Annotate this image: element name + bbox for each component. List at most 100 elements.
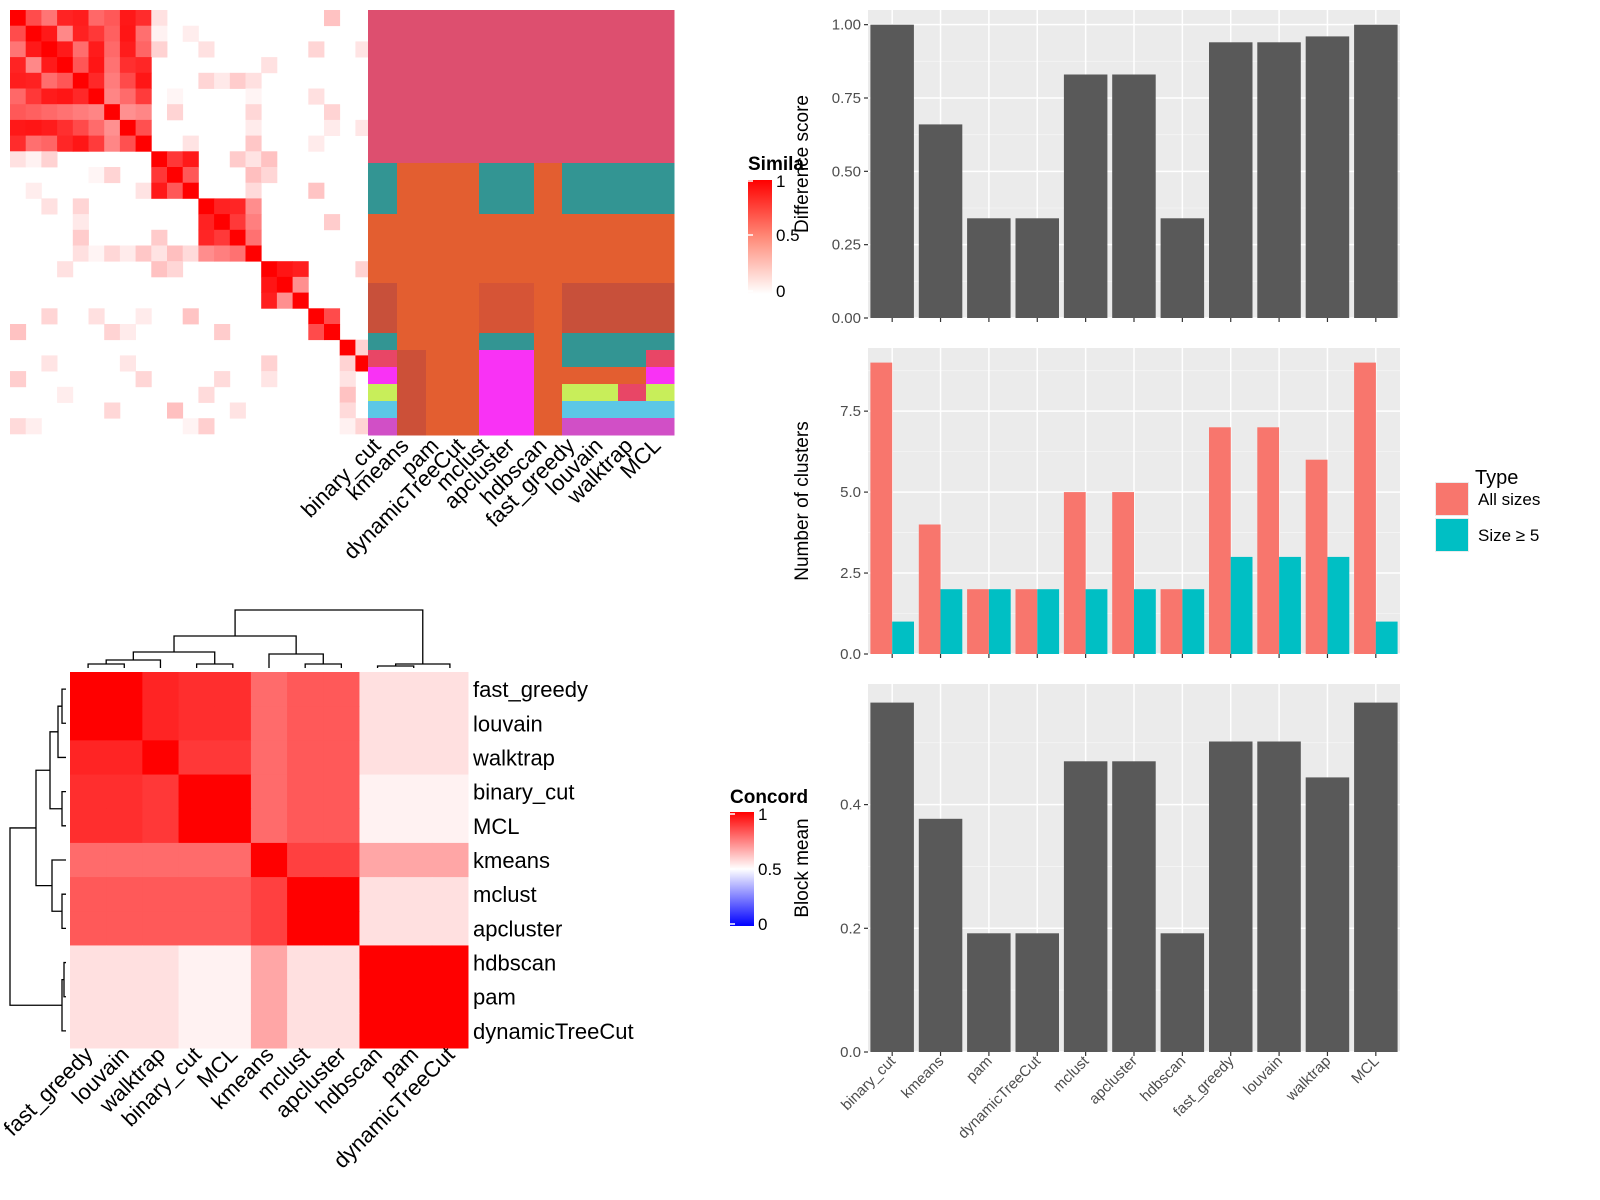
similarity-cell [167,151,184,168]
difference-score-chart: 0.00 0.25 0.50 0.75 1.00 Difference score [792,10,1400,327]
similarity-cell [308,308,325,325]
similarity-cell [198,386,215,403]
similarity-cell [72,229,89,246]
concordance-legend: Concord 1 0.5 0 [730,787,808,934]
assignment-cell [426,401,480,419]
concordance-cell [287,672,324,707]
concordance-cell [142,706,180,741]
assignment-cell [534,418,563,436]
similarity-cell [25,182,42,199]
assignment-cell [534,384,563,402]
similarity-cell [276,261,293,278]
assignment-cell [562,163,647,215]
similarity-cell [88,25,105,42]
concordance-cell [214,774,252,810]
assignment-cell [368,367,398,385]
y-axis-title: Difference score [792,95,813,233]
x-tick-label: pam [963,1053,996,1086]
concordance-cell [323,979,360,1015]
similarity-cell [119,119,136,136]
similarity-cell [229,402,246,419]
concordance-cell [106,706,143,741]
assignment-cell [426,10,480,164]
bar-all-sizes [1112,492,1134,654]
similarity-cell [229,229,246,246]
similarity-cell [355,119,372,136]
similarity-cell [104,119,121,136]
block-mean-chart: 0.0 0.2 0.4 Block mean [792,684,1400,1061]
assignment-cell [426,283,480,334]
concordance-cell [431,1013,469,1049]
similarity-cell [245,182,262,199]
bar [1257,741,1301,1052]
concordance-cell [250,842,288,878]
similarity-cell [119,57,136,74]
assignment-cell [562,214,647,284]
similarity-cell [41,135,58,152]
assignment-cell [397,333,427,351]
y-tick-label: 2.5 [840,565,861,582]
similarity-cell [339,386,356,403]
concordance-cell [323,808,360,844]
bar [870,24,914,318]
assignment-cell [479,350,535,368]
concordance-cell [70,911,107,946]
concordance-cell [178,672,216,707]
concordance-cell [142,1013,180,1049]
concordance-cell [106,808,143,844]
bar [1160,218,1205,318]
assignment-cell [479,384,535,402]
similarity-cell [355,355,372,372]
concordance-row-label: MCL [473,814,519,839]
concordance-cell [178,740,216,776]
concordance-cell [287,979,324,1015]
x-tick-label: dynamicTreeCut [955,1052,1045,1142]
similarity-cell [214,371,231,388]
similarity-cell [292,261,309,278]
concordance-row-label: walktrap [472,746,555,771]
concordance-legend-tick: 1 [758,805,767,824]
similarity-cell [339,418,356,435]
assignment-cell [426,163,480,215]
y-axis-title: Number of clusters [792,421,813,580]
assignment-cell [397,367,427,385]
similarity-cell [88,245,105,262]
concordance-legend-tick: 0.5 [758,860,782,879]
similarity-cell [88,57,105,74]
dendrogram-branch [376,665,415,668]
similarity-cell [72,10,89,27]
concordance-cell [359,706,397,741]
dendrogram-branch [63,961,66,998]
bar-size-ge5 [1230,556,1253,654]
y-axis-title: Block mean [792,818,813,917]
similarity-cell [88,72,105,89]
concordance-row-label: binary_cut [473,780,575,805]
concordance-cell [106,877,143,912]
similarity-cell [245,151,262,168]
similarity-cell [339,355,356,372]
concordance-cell [323,774,360,810]
similarity-cell [10,151,27,168]
x-tick-label: mclust [1050,1052,1093,1095]
concordance-cell [70,672,107,707]
concordance-cell [323,842,360,878]
similarity-cell [25,151,42,168]
bar-size-ge5 [1327,556,1350,654]
concordance-cell [142,672,180,707]
similarity-cell [10,72,27,89]
dendrogram-branch [87,663,125,668]
similarity-cell [292,292,309,309]
assignment-cell [368,163,398,215]
similarity-cell [88,104,105,121]
similarity-cell [276,292,293,309]
y-tick-label: 1.00 [832,17,861,34]
concordance-cell [250,979,288,1015]
concordance-cell [106,842,143,878]
bar [1305,36,1350,319]
similarity-cell [10,104,27,121]
assignment-cell [397,163,427,215]
similarity-cell [151,245,168,262]
similarity-cell [88,135,105,152]
similarity-cell [324,119,341,136]
similarity-legend: Simila 1 0.5 0 [748,154,804,301]
